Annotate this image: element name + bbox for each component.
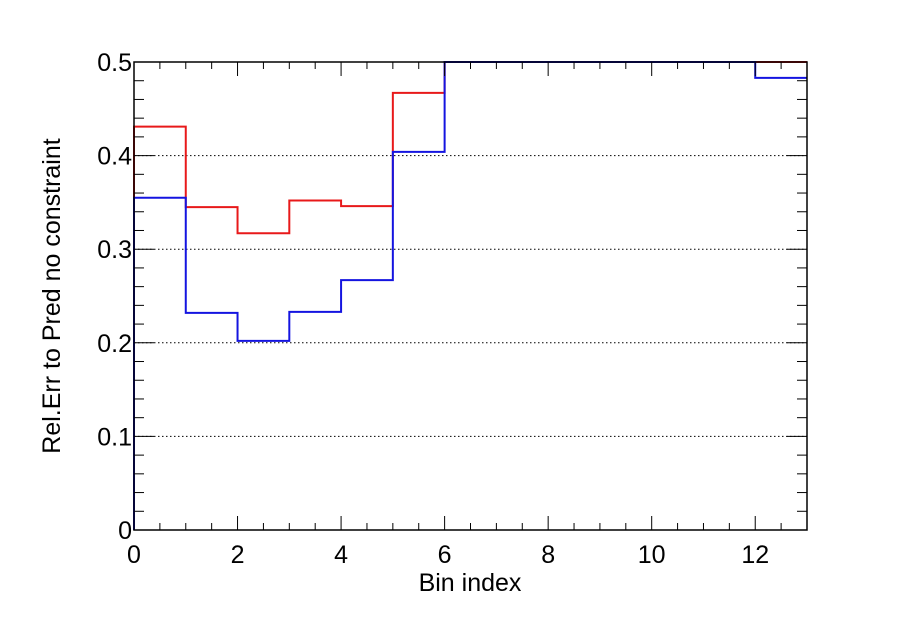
y-tick-label-4: 0.4 [97, 143, 132, 171]
axis-layer: 0 2 4 6 8 10 12 0 0.1 0.2 0.3 0.4 0.5 [97, 49, 808, 569]
x-tick-label-0: 0 [127, 541, 141, 569]
x-tick-label-3: 6 [438, 541, 452, 569]
y-tick-label-2: 0.2 [97, 330, 132, 358]
y-tick-label-5: 0.5 [97, 49, 132, 77]
series-1-line [133, 61, 807, 530]
plot-frame [133, 61, 808, 531]
x-axis-label: Bin index [419, 569, 522, 597]
x-tick-label-5: 10 [638, 541, 666, 569]
x-tick-label-1: 2 [231, 541, 245, 569]
x-tick-label-4: 8 [541, 541, 555, 569]
y-axis-label: Rel.Err to Pred no constraint [38, 138, 66, 453]
y-tick-label-1: 0.1 [97, 423, 132, 451]
x-tick-label-6: 12 [741, 541, 769, 569]
x-tick-label-2: 4 [334, 541, 348, 569]
y-tick-label-3: 0.3 [97, 236, 132, 264]
grid-layer [134, 155, 807, 437]
series-layer [133, 61, 807, 530]
series-0-line [133, 61, 807, 530]
y-tick-label-0: 0 [118, 517, 132, 545]
